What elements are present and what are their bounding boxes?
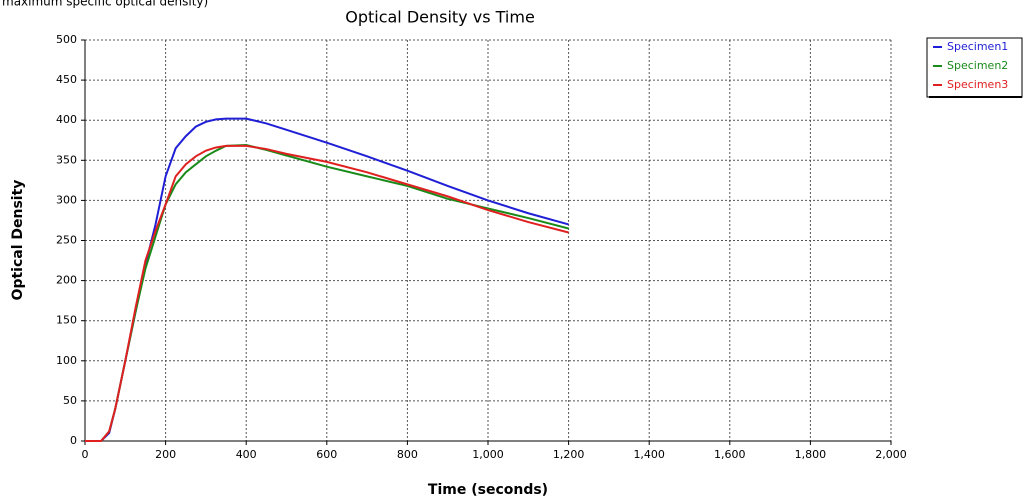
y-tick-label: 500 [56, 33, 77, 46]
y-tick-label: 150 [56, 314, 77, 327]
x-tick-label: 1,400 [633, 448, 665, 461]
x-tick-label: 1,000 [472, 448, 504, 461]
chart-title: Optical Density vs Time [345, 8, 535, 27]
y-tick-label: 450 [56, 73, 77, 86]
y-tick-label: 100 [56, 354, 77, 367]
x-tick-label: 2,000 [875, 448, 907, 461]
y-tick-label: 400 [56, 113, 77, 126]
caption: maximum specific optical density) [2, 0, 208, 9]
x-axis-label: Time (seconds) [428, 482, 548, 498]
y-tick-label: 50 [63, 394, 77, 407]
x-tick-label: 1,600 [714, 448, 746, 461]
x-tick-label: 400 [236, 448, 257, 461]
y-tick-label: 250 [56, 234, 77, 247]
x-tick-label: 1,200 [553, 448, 585, 461]
y-axis-label: Optical Density [10, 180, 26, 301]
y-tick-label: 350 [56, 153, 77, 166]
y-tick-label: 200 [56, 274, 77, 287]
legend-label: Specimen1 [947, 40, 1008, 53]
x-tick-label: 800 [397, 448, 418, 461]
line-series [85, 144, 569, 442]
x-tick-label: 1,800 [795, 448, 827, 461]
legend-box [926, 37, 1023, 98]
y-tick-label: 0 [70, 434, 77, 447]
x-tick-label: 600 [316, 448, 337, 461]
legend-label: Specimen2 [947, 59, 1008, 72]
x-tick-label: 200 [155, 448, 176, 461]
x-tick-label: 0 [82, 448, 89, 461]
y-tick-label: 300 [56, 193, 77, 206]
legend-label: Specimen3 [947, 78, 1008, 91]
